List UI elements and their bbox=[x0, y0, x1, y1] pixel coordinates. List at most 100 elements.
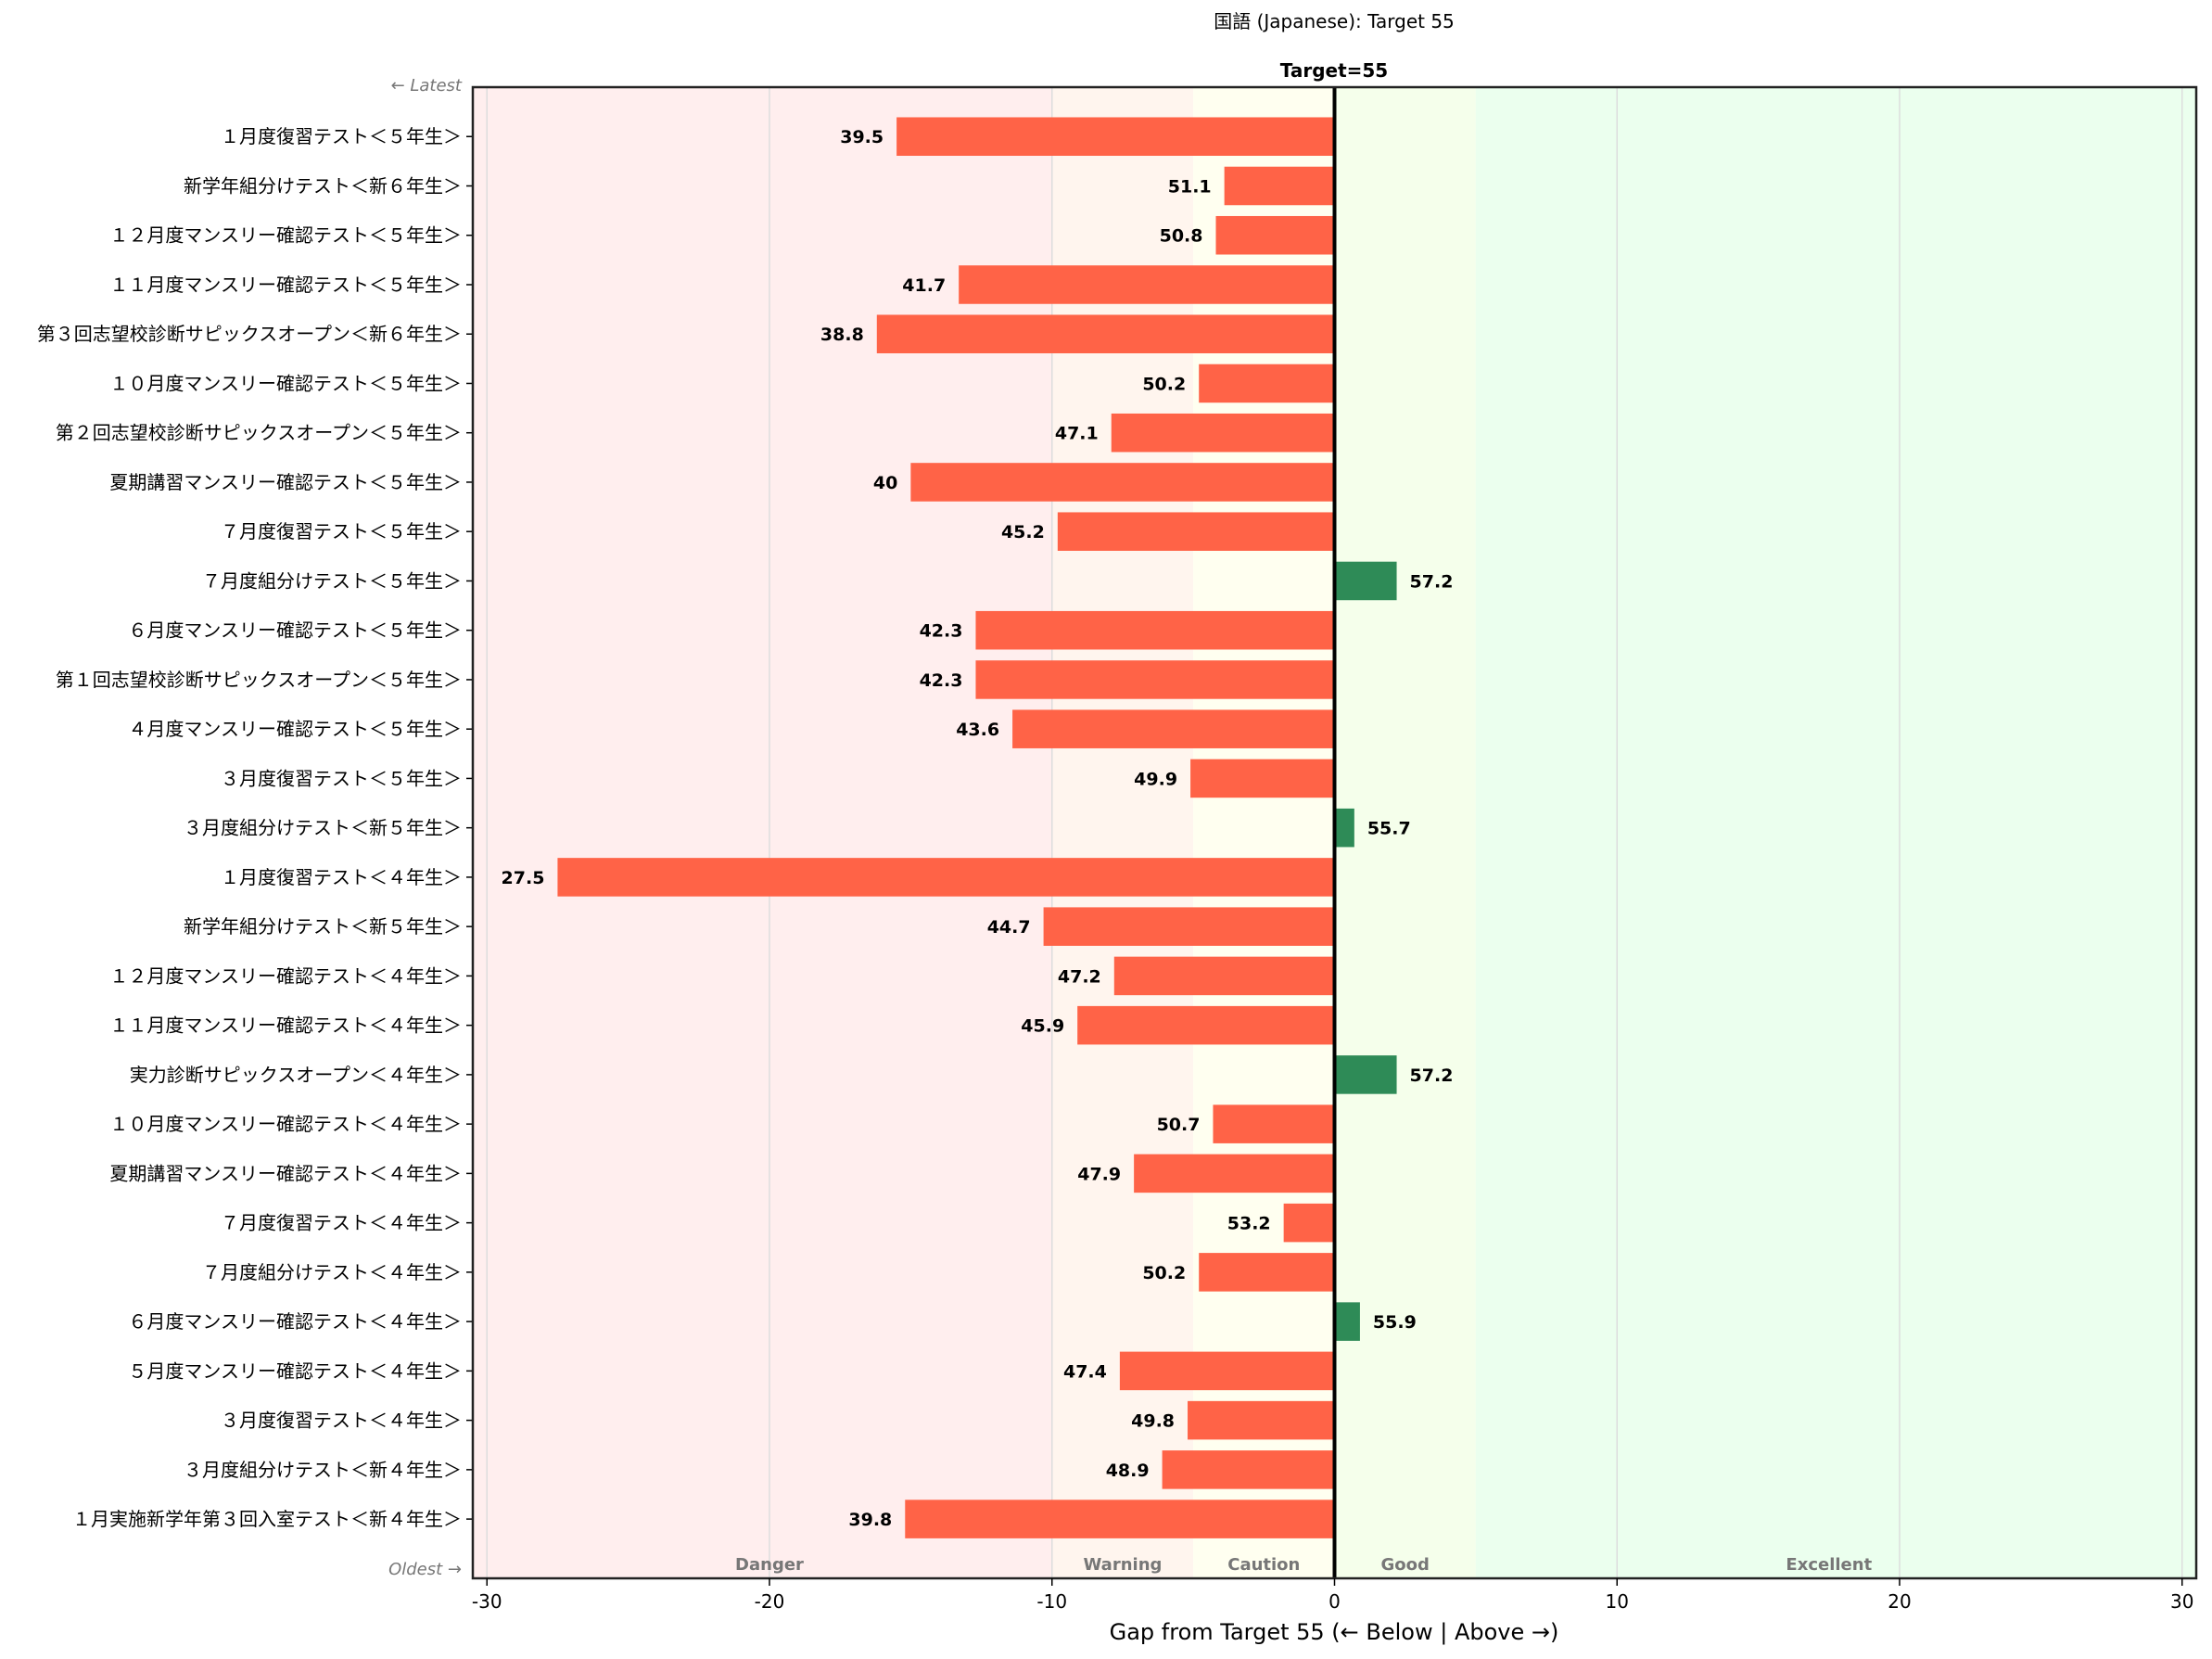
data-label: 53.2 bbox=[1227, 1214, 1271, 1234]
data-label: 49.9 bbox=[1134, 769, 1177, 789]
bar bbox=[1134, 1154, 1335, 1193]
y-tick-label: 第２回志望校診断サピックスオープン＜５年生＞ bbox=[56, 422, 462, 444]
y-tick-label: １月度復習テスト＜４年生＞ bbox=[221, 866, 462, 888]
data-label: 55.7 bbox=[1367, 819, 1411, 839]
y-tick-label: ５月度マンスリー確認テスト＜４年生＞ bbox=[128, 1359, 462, 1382]
y-tick-label: ３月度復習テスト＜４年生＞ bbox=[221, 1410, 462, 1432]
zone-label: Good bbox=[1380, 1555, 1429, 1575]
y-tick-label: １月実施新学年第３回入室テスト＜新４年生＞ bbox=[72, 1508, 462, 1530]
y-tick-label: 実力診断サピックスオープン＜４年生＞ bbox=[130, 1064, 462, 1086]
bar bbox=[910, 463, 1335, 502]
data-label: 47.9 bbox=[1077, 1164, 1121, 1184]
bar bbox=[1334, 561, 1397, 601]
y-tick-label: １２月度マンスリー確認テスト＜４年生＞ bbox=[109, 964, 462, 987]
data-label: 39.5 bbox=[840, 127, 884, 147]
x-tick-label: 20 bbox=[1888, 1590, 1911, 1613]
bar bbox=[1188, 1400, 1335, 1440]
y-tick-label: ３月度組分けテスト＜新４年生＞ bbox=[184, 1459, 462, 1481]
data-label: 43.6 bbox=[956, 720, 999, 740]
y-tick-label: 新学年組分けテスト＜新５年生＞ bbox=[184, 915, 462, 938]
zone-label: Excellent bbox=[1786, 1555, 1872, 1575]
data-label: 48.9 bbox=[1106, 1461, 1150, 1481]
bar bbox=[1215, 215, 1335, 255]
zone-danger bbox=[473, 87, 1052, 1578]
zone-label: Warning bbox=[1083, 1555, 1162, 1575]
zone-excellent bbox=[1475, 87, 2196, 1578]
y-tick-label: 新学年組分けテスト＜新６年生＞ bbox=[184, 174, 462, 197]
y-tick-label: 夏期講習マンスリー確認テスト＜５年生＞ bbox=[109, 471, 462, 493]
bar bbox=[896, 117, 1335, 157]
y-tick-label: 第３回志望校診断サピックスオープン＜新６年生＞ bbox=[37, 323, 462, 345]
x-tick-label: -20 bbox=[755, 1590, 785, 1613]
target-label: Target=55 bbox=[1280, 59, 1388, 82]
order-label-top: ← Latest bbox=[391, 76, 463, 96]
data-label: 50.2 bbox=[1142, 374, 1186, 394]
y-tick-label: ３月度組分けテスト＜新５年生＞ bbox=[184, 817, 462, 839]
x-axis-label: Gap from Target 55 (← Below | Above →) bbox=[1110, 1619, 1559, 1645]
data-label: 41.7 bbox=[902, 275, 946, 296]
x-tick-label: -10 bbox=[1036, 1590, 1067, 1613]
bar bbox=[557, 858, 1335, 897]
data-label: 49.8 bbox=[1131, 1411, 1175, 1432]
bar bbox=[1119, 1351, 1335, 1391]
y-tick-label: １０月度マンスリー確認テスト＜４年生＞ bbox=[109, 1113, 462, 1135]
bar bbox=[1199, 1253, 1335, 1292]
bar bbox=[1224, 166, 1335, 206]
data-label: 40 bbox=[873, 473, 897, 493]
data-label: 57.2 bbox=[1410, 1066, 1454, 1086]
y-tick-label: ３月度復習テスト＜５年生＞ bbox=[221, 767, 462, 789]
zone-label: Caution bbox=[1227, 1555, 1300, 1575]
bar bbox=[1012, 709, 1335, 748]
data-label: 47.2 bbox=[1058, 966, 1101, 987]
data-label: 57.2 bbox=[1410, 571, 1454, 592]
x-tick-label: 30 bbox=[2170, 1590, 2193, 1613]
y-tick-label: ７月度復習テスト＜５年生＞ bbox=[221, 520, 462, 542]
data-label: 27.5 bbox=[502, 868, 545, 888]
x-tick-label: 0 bbox=[1328, 1590, 1341, 1613]
y-tick-label: 夏期講習マンスリー確認テスト＜４年生＞ bbox=[109, 1162, 462, 1184]
y-tick-label: ４月度マンスリー確認テスト＜５年生＞ bbox=[128, 718, 462, 740]
bar bbox=[959, 265, 1335, 304]
data-label: 44.7 bbox=[987, 917, 1031, 938]
data-label: 47.4 bbox=[1063, 1361, 1107, 1382]
data-label: 45.2 bbox=[1001, 522, 1045, 542]
x-tick-label: -30 bbox=[472, 1590, 502, 1613]
data-label: 47.1 bbox=[1055, 424, 1099, 444]
bar bbox=[975, 610, 1335, 650]
y-tick-label: １０月度マンスリー確認テスト＜５年生＞ bbox=[109, 372, 462, 394]
bar bbox=[1057, 512, 1335, 551]
order-label-bottom: Oldest → bbox=[388, 1560, 462, 1579]
zone-label: Danger bbox=[735, 1555, 804, 1575]
data-label: 51.1 bbox=[1168, 176, 1212, 197]
y-tick-label: ６月度マンスリー確認テスト＜４年生＞ bbox=[128, 1310, 462, 1333]
bar bbox=[1283, 1203, 1335, 1243]
data-label: 55.9 bbox=[1373, 1312, 1417, 1333]
data-label: 38.8 bbox=[820, 325, 864, 345]
bar bbox=[1334, 1302, 1360, 1341]
y-tick-label: ７月度復習テスト＜４年生＞ bbox=[221, 1212, 462, 1234]
bar bbox=[1334, 1055, 1397, 1094]
y-tick-label: １月度復習テスト＜５年生＞ bbox=[221, 125, 462, 147]
y-tick-label: １１月度マンスリー確認テスト＜４年生＞ bbox=[109, 1015, 462, 1037]
data-label: 50.2 bbox=[1142, 1263, 1186, 1283]
x-tick-label: 10 bbox=[1606, 1590, 1629, 1613]
bar bbox=[1213, 1104, 1335, 1143]
chart-title: 国語 (Japanese): Target 55 bbox=[1214, 10, 1455, 32]
bar bbox=[905, 1499, 1335, 1538]
y-tick-label: ７月度組分けテスト＜４年生＞ bbox=[202, 1261, 462, 1283]
bar bbox=[1043, 907, 1335, 946]
bar bbox=[1199, 364, 1335, 403]
data-label: 45.9 bbox=[1021, 1016, 1064, 1037]
data-label: 50.7 bbox=[1157, 1115, 1201, 1135]
bar bbox=[975, 660, 1335, 699]
data-label: 42.3 bbox=[920, 621, 963, 642]
data-label: 42.3 bbox=[920, 670, 963, 691]
bar bbox=[1113, 956, 1335, 996]
bar bbox=[1162, 1450, 1335, 1489]
bar bbox=[1111, 413, 1335, 453]
bar bbox=[1334, 808, 1354, 848]
bar bbox=[1077, 1005, 1335, 1045]
y-tick-label: ６月度マンスリー確認テスト＜５年生＞ bbox=[128, 619, 462, 642]
y-tick-label: １２月度マンスリー確認テスト＜５年生＞ bbox=[109, 224, 462, 247]
